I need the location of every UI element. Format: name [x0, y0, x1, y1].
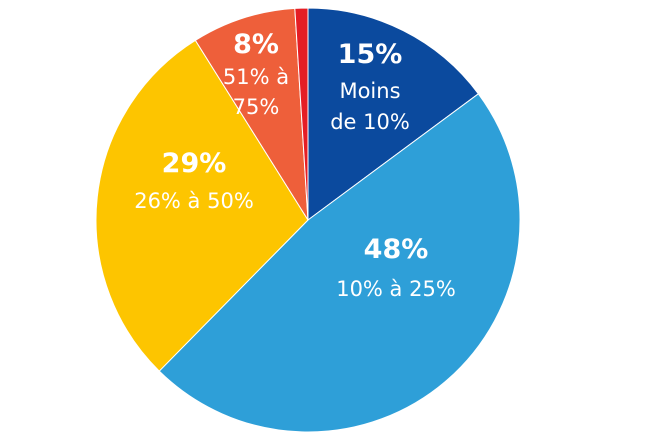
slice-0-percent: 15%	[338, 39, 403, 70]
slice-label-3: 8% 51% à 75%	[223, 29, 289, 119]
slice-label-1: 48% 10% à 25%	[336, 234, 456, 301]
slice-label-2: 29% 26% à 50%	[134, 148, 254, 213]
slice-1-desc-line-1: 10% à 25%	[336, 277, 456, 301]
slice-0-desc-line-2: de 10%	[330, 110, 410, 134]
pie-slice-1	[158, 93, 521, 433]
slice-3-desc-line-1: 51% à	[223, 65, 289, 89]
slice-2-desc-line-1: 26% à 50%	[134, 189, 254, 213]
slice-1-percent: 48%	[364, 234, 429, 265]
slice-label-0: 15% Moins de 10%	[330, 39, 410, 134]
pie-slice-2	[95, 39, 309, 372]
slice-2-percent: 29%	[162, 148, 227, 179]
pie-slice-3	[194, 7, 309, 221]
pie-slices	[95, 7, 521, 433]
pie-slice-4	[294, 7, 309, 221]
slice-0-desc-line-1: Moins	[339, 79, 400, 103]
pie-slice-0	[307, 7, 480, 221]
slice-3-desc-line-2: 75%	[233, 95, 280, 119]
slice-3-percent: 8%	[233, 29, 279, 60]
